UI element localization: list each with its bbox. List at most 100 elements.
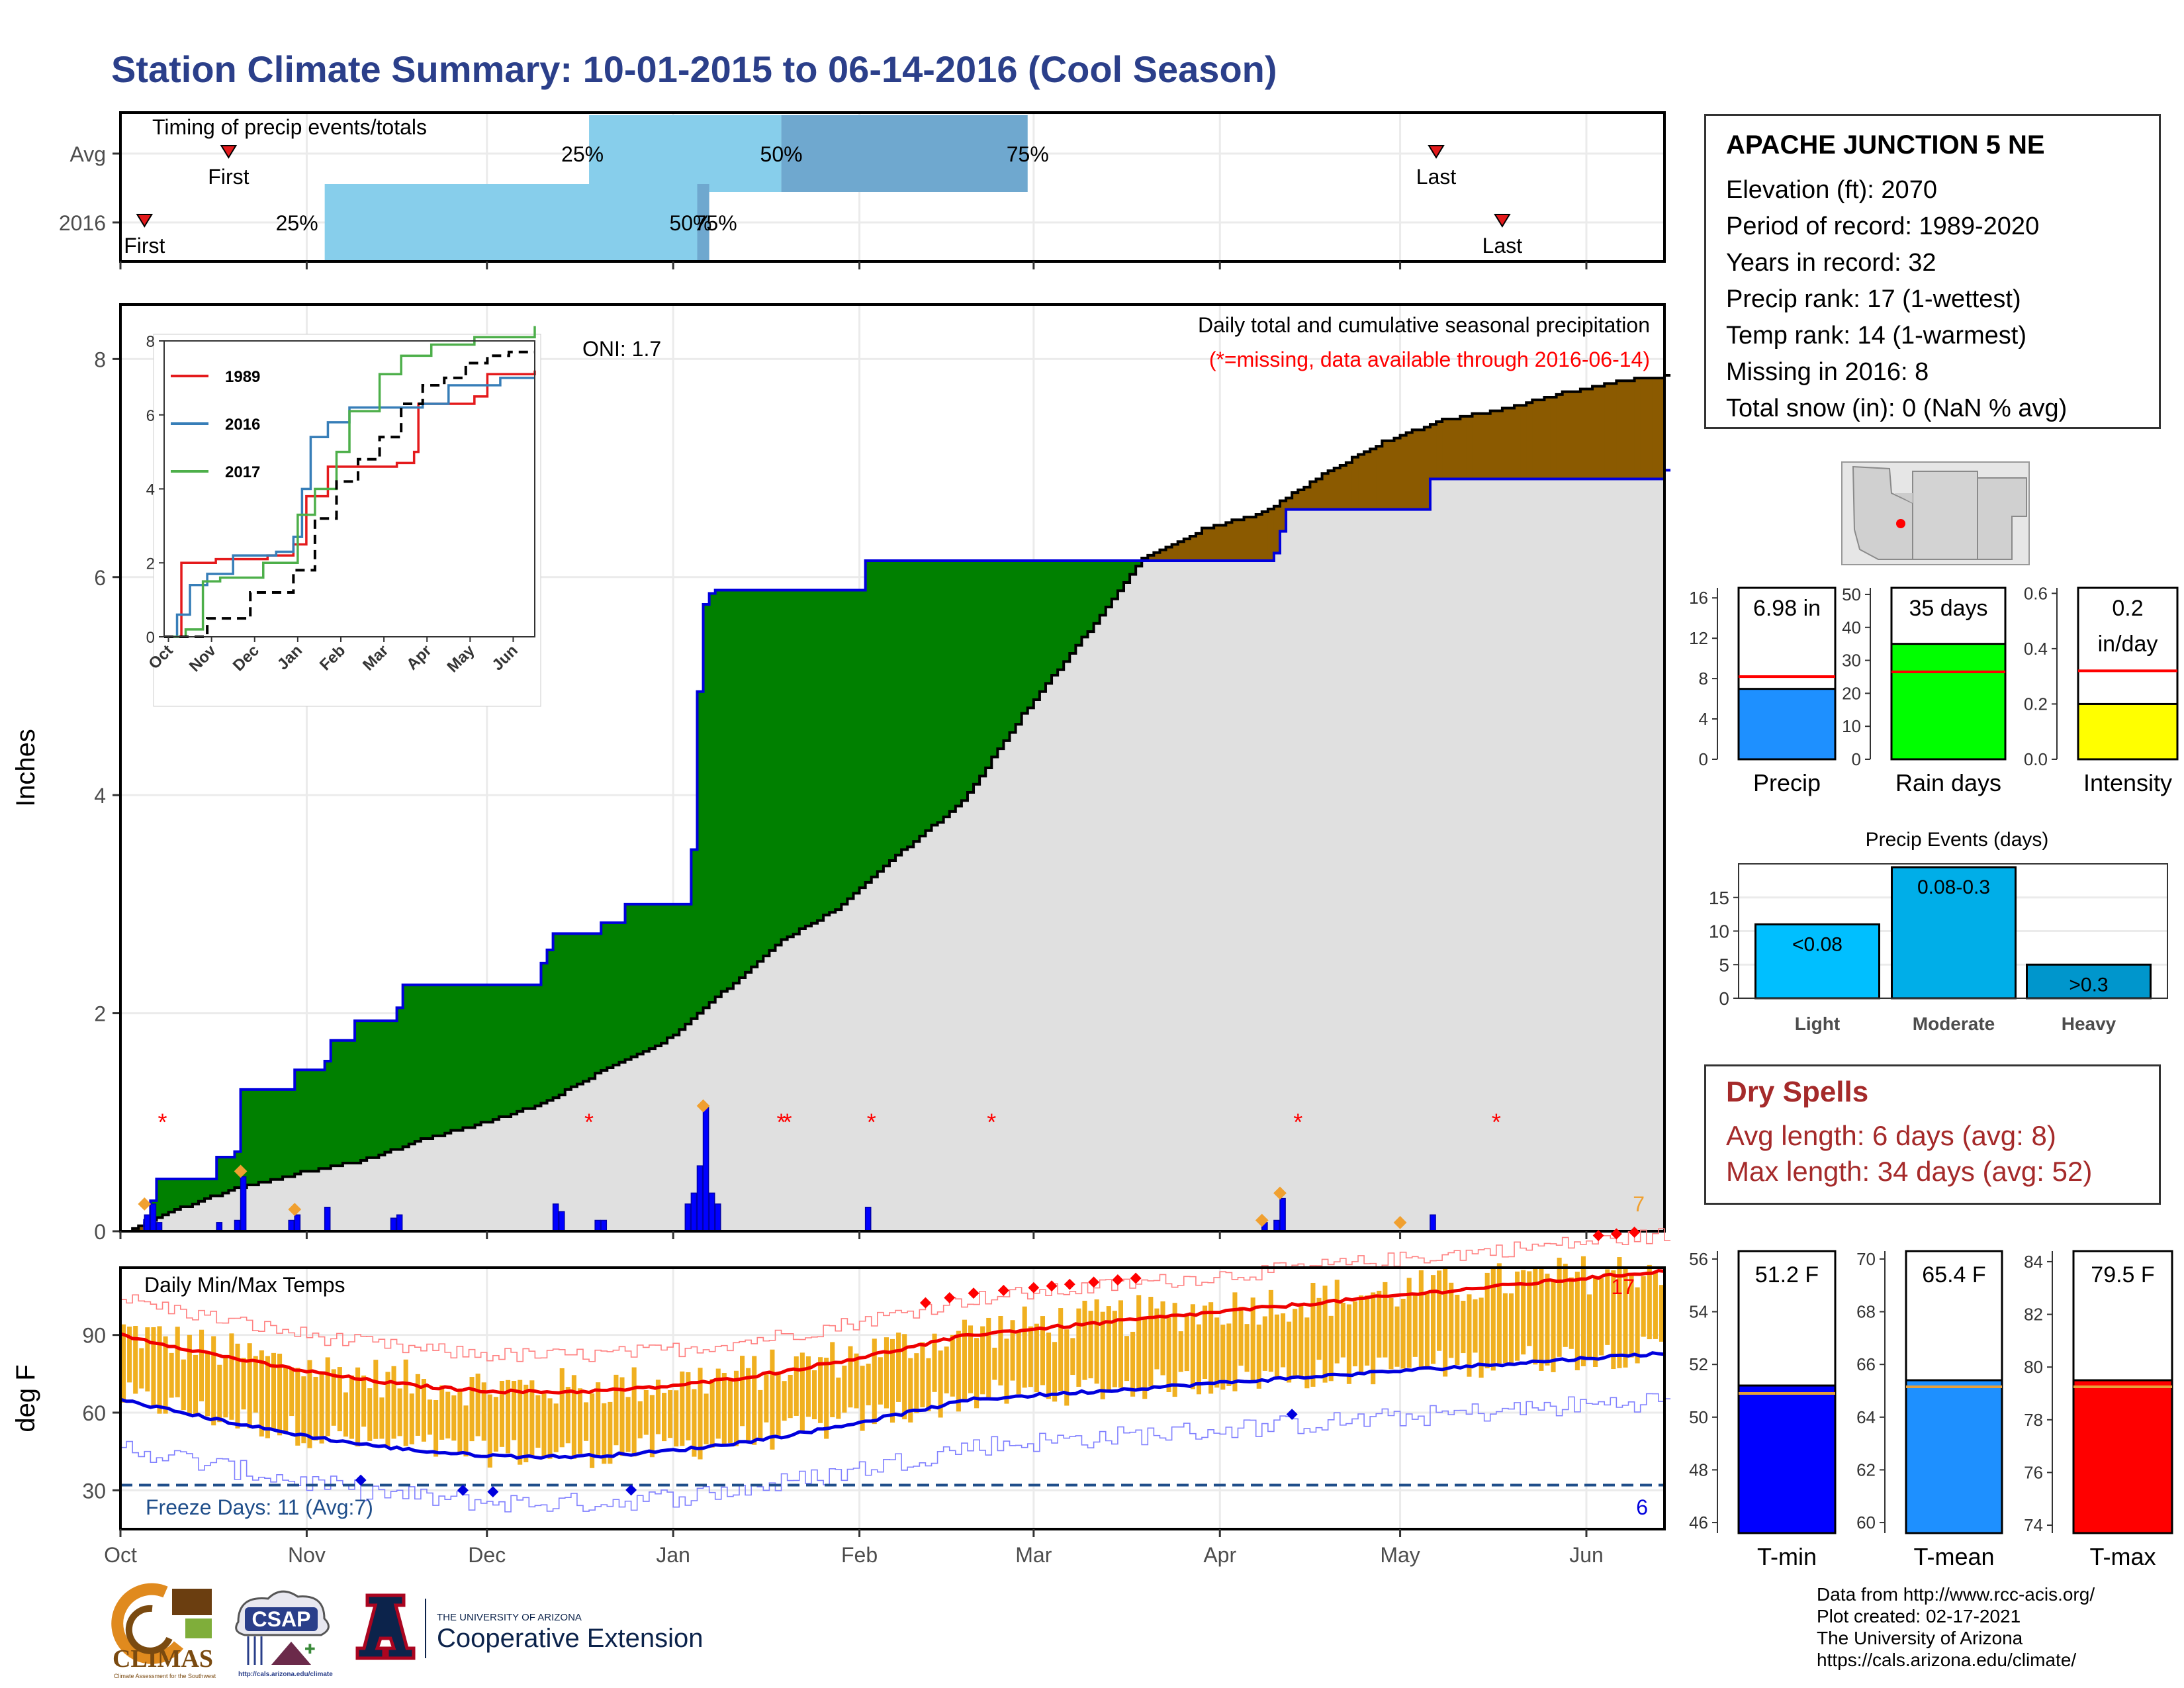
csap-url: http://cals.arizona.edu/climate (238, 1671, 333, 1678)
freeze-marker (625, 1484, 637, 1496)
base-area (1250, 561, 1257, 1231)
daily-range-bar (1400, 1298, 1406, 1369)
deficit-area (1496, 410, 1503, 479)
surplus-area (919, 561, 927, 836)
base-area (974, 784, 980, 1231)
surplus-area (330, 1040, 338, 1166)
daily-range-bar (1184, 1314, 1189, 1372)
deficit-area (1520, 405, 1527, 479)
base-area (1160, 561, 1167, 1231)
x-tick-label: Dec (468, 1543, 506, 1567)
daily-precip-bar (1279, 1197, 1286, 1232)
daily-range-bar (1106, 1306, 1111, 1392)
daily-range-bar (1461, 1300, 1466, 1354)
base-area (1238, 561, 1245, 1231)
gauge-tick-label: 10 (1842, 716, 1861, 736)
deficit-area (1273, 506, 1281, 553)
daily-range-bar (974, 1338, 979, 1409)
base-area (1520, 479, 1527, 1231)
deficit-area (1604, 383, 1611, 479)
surplus-area (931, 561, 938, 825)
surplus-area (547, 950, 554, 1101)
daily-range-bar (1070, 1338, 1075, 1376)
daily-range-bar (1394, 1306, 1400, 1367)
surplus-area (541, 962, 548, 1103)
deficit-area (1334, 468, 1341, 510)
deficit-area (1454, 418, 1461, 479)
deficit-area (138, 1225, 145, 1231)
base-area (1292, 509, 1298, 1232)
daily-range-bar (1196, 1324, 1202, 1395)
surplus-area (847, 590, 854, 899)
base-area (1189, 561, 1197, 1231)
daily-precip-bar (600, 1219, 608, 1232)
base-area (655, 1046, 662, 1231)
base-area (1244, 561, 1251, 1231)
base-area (1628, 479, 1635, 1231)
freeze-label: Freeze Days: 11 (Avg:7) (146, 1495, 373, 1519)
daily-range-bar (889, 1338, 895, 1423)
base-area (264, 1182, 271, 1231)
deficit-area (1406, 432, 1413, 510)
daily-range-bar (259, 1350, 264, 1437)
base-area (199, 1201, 205, 1231)
deficit-area (1568, 391, 1575, 479)
base-area (589, 1078, 596, 1231)
base-area (1358, 509, 1365, 1232)
base-area (192, 1203, 199, 1231)
x-tick-label: Feb (841, 1543, 878, 1567)
daily-precip-bar (240, 1176, 247, 1232)
base-area (306, 1171, 314, 1231)
surplus-area (607, 922, 614, 1068)
daily-range-bar (391, 1366, 396, 1439)
surplus-area (414, 984, 422, 1142)
daily-range-bar (1118, 1300, 1123, 1388)
daily-range-bar (986, 1317, 991, 1398)
gauge-value-label: 0.2 (2112, 596, 2143, 621)
base-area (733, 983, 740, 1231)
freeze-marker (1286, 1409, 1298, 1421)
surplus-area (775, 590, 782, 945)
surplus-area (246, 1089, 253, 1185)
legend-label: 2016 (225, 416, 260, 434)
daily-range-bar (1533, 1268, 1538, 1365)
gauge-label: T-min (1757, 1543, 1817, 1570)
base-area (811, 923, 818, 1231)
daily-range-bar (145, 1327, 150, 1392)
base-area (1508, 479, 1515, 1231)
precip-events-chart: Precip Events (days) 0 5 10 15 <0.08 Light 0.08… (1709, 829, 2168, 1034)
deficit-area (1430, 424, 1437, 479)
base-area (781, 939, 788, 1231)
gauge-bar (1905, 1379, 2003, 1534)
daily-precip-bar (552, 1203, 559, 1232)
daily-precip-bar (396, 1214, 403, 1232)
surplus-area (1045, 561, 1052, 684)
daily-precip-bar (594, 1219, 601, 1232)
daily-range-bar (1322, 1286, 1328, 1383)
base-area (697, 1013, 704, 1231)
daily-range-bar (1040, 1316, 1045, 1385)
deficit-area (1490, 410, 1497, 479)
daily-range-bar (1208, 1302, 1214, 1394)
avg-min-line (120, 1351, 1665, 1460)
gauge-label: T-mean (1913, 1543, 1994, 1570)
inset-y-label: 6 (146, 407, 155, 425)
daily-range-bar (271, 1352, 277, 1430)
surplus-area (277, 1089, 283, 1180)
surplus-area (1123, 561, 1130, 583)
plot-border (119, 303, 1666, 1233)
daily-range-bar (427, 1399, 433, 1435)
daily-range-bar (1094, 1299, 1099, 1384)
gauge-bar (2072, 1379, 2173, 1534)
deficit-area (1442, 418, 1449, 479)
deficit-area (1286, 498, 1293, 510)
base-area (318, 1168, 326, 1231)
daily-range-bar (950, 1335, 955, 1397)
base-area (1081, 637, 1089, 1231)
surplus-area (529, 984, 535, 1109)
base-area (511, 1113, 518, 1231)
daily-range-bar (1449, 1282, 1454, 1358)
deficit-area (1189, 536, 1197, 561)
surplus-area (457, 984, 464, 1131)
daily-range-bar (187, 1335, 192, 1415)
